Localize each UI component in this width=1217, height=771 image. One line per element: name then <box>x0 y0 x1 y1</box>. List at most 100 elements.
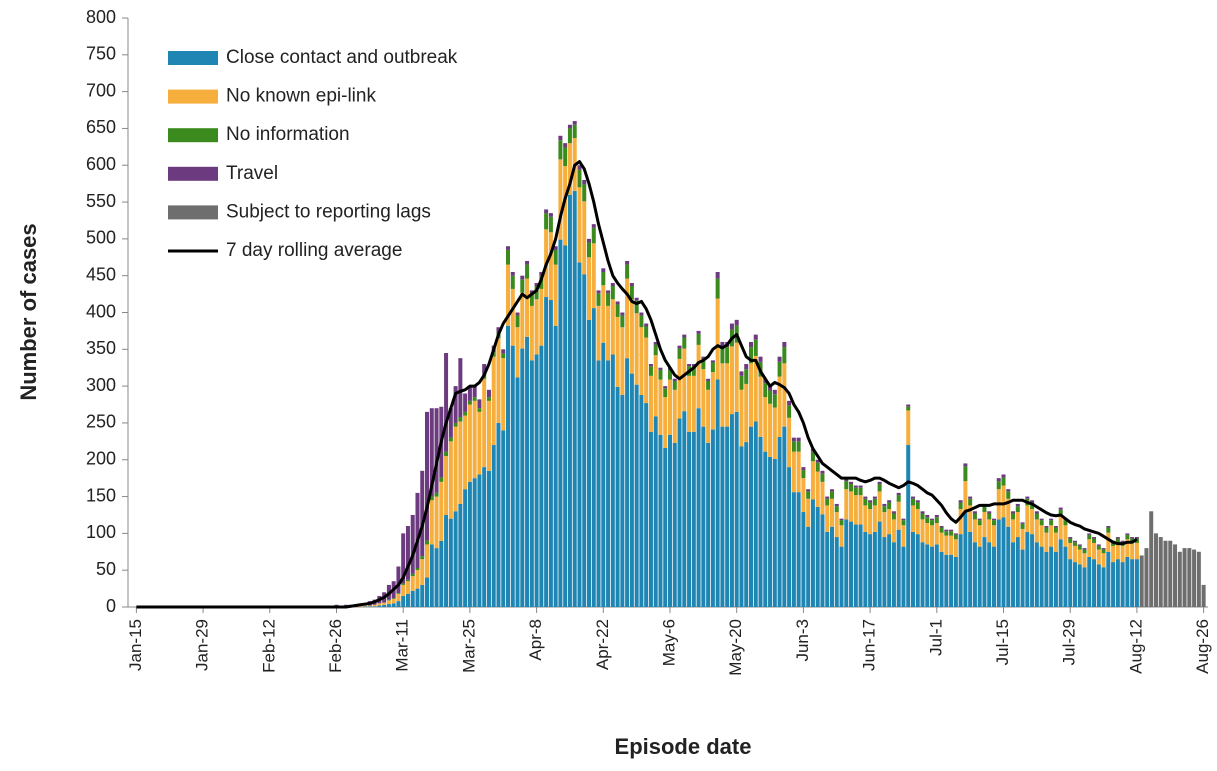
bar-segment <box>634 384 639 607</box>
bar-segment <box>606 360 611 607</box>
bar-segment <box>829 498 834 527</box>
bar-segment <box>553 246 558 250</box>
bar-segment <box>477 399 482 409</box>
bar-segment <box>748 363 753 427</box>
bar-segment <box>405 526 410 580</box>
bar-segment <box>882 537 887 607</box>
bar-segment <box>977 518 982 521</box>
bar-segment <box>844 481 849 490</box>
bar-segment <box>577 165 582 170</box>
bar-segment <box>729 323 734 330</box>
x-tick-label: Jul-1 <box>926 619 945 656</box>
bar-segment <box>915 509 920 535</box>
legend-label: No information <box>226 124 350 145</box>
bar-segment <box>363 606 368 607</box>
bar-segment <box>1077 549 1082 565</box>
bar-segment <box>791 441 796 452</box>
bar-segment <box>715 272 720 279</box>
bar-segment <box>1092 559 1097 607</box>
bar-segment <box>620 315 625 328</box>
bar-segment <box>987 519 992 543</box>
bar-segment <box>396 601 401 607</box>
bar-segment <box>720 363 725 427</box>
bar-segment <box>520 292 525 349</box>
bar-segment <box>506 264 511 326</box>
y-tick-label: 500 <box>86 228 116 248</box>
bar-segment <box>1087 534 1092 540</box>
bar-segment <box>1106 527 1111 533</box>
bar-segment <box>1134 559 1139 607</box>
y-tick-label: 150 <box>86 485 116 505</box>
bar-segment <box>525 264 530 279</box>
bar-segment <box>582 184 587 202</box>
bar-segment <box>572 121 577 125</box>
bar-segment <box>653 341 658 345</box>
bar-segment <box>548 232 553 300</box>
bar-segment <box>610 354 615 607</box>
bar-segment <box>615 316 620 387</box>
bar-segment <box>601 268 606 273</box>
bar-segment <box>634 313 639 385</box>
bar-segment <box>706 380 711 390</box>
bar-segment <box>639 327 644 395</box>
bar-segment <box>1115 537 1120 539</box>
bar-segment <box>510 345 515 607</box>
bar-segment <box>534 299 539 355</box>
bar-segment <box>872 505 877 532</box>
bar-segment <box>1092 538 1097 543</box>
bar-segment <box>472 400 477 479</box>
bar-segment <box>1039 546 1044 607</box>
bar-segment <box>768 456 773 607</box>
bar-segment <box>525 278 530 337</box>
bar-segment <box>729 414 734 607</box>
bar-segment <box>596 290 601 294</box>
bar-segment <box>1111 562 1116 607</box>
bar-segment <box>910 531 915 607</box>
bar-segment <box>1111 542 1116 546</box>
bar-segment <box>1020 528 1025 550</box>
bar-segment <box>1101 549 1106 554</box>
x-tick-label: Feb-12 <box>259 619 278 673</box>
bar-segment <box>925 544 930 607</box>
bar-segment <box>563 143 568 148</box>
bar-segment <box>1120 562 1125 607</box>
bar-segment <box>429 544 434 607</box>
bar-segment <box>396 593 401 594</box>
bar-segment <box>510 272 515 276</box>
bar-segment <box>606 293 611 306</box>
bar-segment <box>825 531 830 607</box>
bar-segment <box>982 537 987 607</box>
x-tick-label: Jan-15 <box>126 619 145 671</box>
bar-segment <box>944 529 949 532</box>
bar-segment <box>501 353 506 359</box>
bar-segment <box>391 598 396 599</box>
bar-segment <box>1077 545 1082 550</box>
bar-segment <box>825 496 830 499</box>
bar-segment <box>515 315 520 328</box>
bar-segment <box>829 491 834 499</box>
y-tick-label: 0 <box>106 596 116 616</box>
bar-segment <box>915 500 920 503</box>
bar-segment <box>567 194 572 607</box>
bar-segment <box>539 272 544 276</box>
bar-segment <box>415 567 420 571</box>
bar-segment <box>834 537 839 607</box>
bar-segment <box>553 249 558 265</box>
bar-segment <box>782 341 787 348</box>
bar-segment <box>982 506 987 513</box>
bar-segment <box>868 500 873 503</box>
bar-segment <box>501 358 506 431</box>
bar-segment <box>849 521 854 607</box>
bar-segment <box>972 513 977 520</box>
bar-segment <box>463 415 468 490</box>
bar-segment <box>1101 553 1106 568</box>
bar-segment <box>410 514 415 574</box>
bar-segment <box>610 283 615 286</box>
bar-segment <box>1063 520 1068 526</box>
legend-label: Subject to reporting lags <box>226 201 431 222</box>
bar-segment <box>896 492 901 496</box>
bar-segment <box>529 290 534 294</box>
bar-segment <box>1020 523 1025 529</box>
bar-segment <box>544 213 549 230</box>
bar-segment <box>467 404 472 482</box>
